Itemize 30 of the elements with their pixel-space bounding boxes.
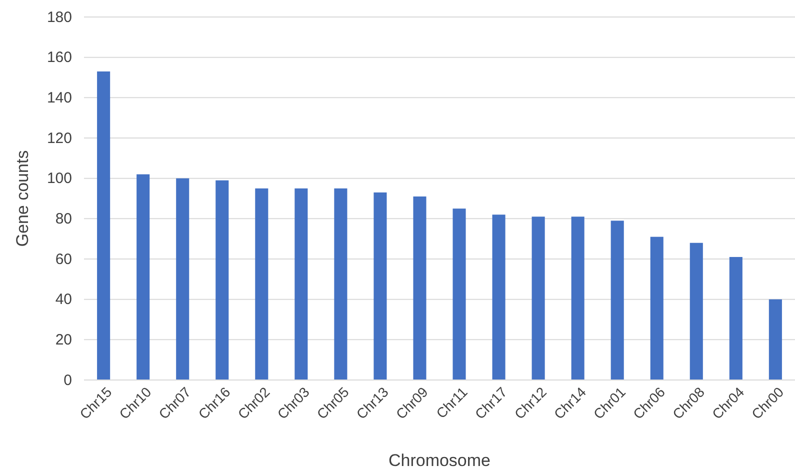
bar [729, 256, 742, 380]
y-tick-label: 180 [46, 8, 72, 26]
bar [690, 242, 703, 380]
bar [374, 192, 387, 380]
bar [255, 188, 268, 380]
y-tick-label: 0 [64, 372, 72, 389]
bar [97, 71, 110, 380]
bar [413, 196, 426, 380]
bar [216, 180, 229, 380]
x-axis-title: Chromosome [388, 451, 491, 470]
y-tick-label: 20 [55, 331, 72, 348]
bar [571, 216, 584, 380]
y-tick-label: 120 [46, 130, 72, 147]
bar [650, 236, 664, 380]
bar [294, 188, 308, 380]
bar [334, 188, 348, 380]
y-tick-label: 160 [46, 49, 72, 66]
y-tick-label: 40 [55, 291, 72, 308]
bar [610, 220, 624, 380]
y-axis-title: Gene counts [13, 150, 32, 247]
bar [532, 216, 545, 380]
y-tick-label: 80 [55, 210, 72, 228]
bar [768, 299, 782, 380]
bar [492, 214, 506, 380]
bar [452, 208, 466, 380]
bar [176, 178, 190, 380]
y-tick-label: 100 [46, 170, 72, 188]
y-tick-label: 60 [55, 250, 72, 268]
bar [136, 174, 150, 380]
y-tick-label: 140 [46, 89, 72, 106]
